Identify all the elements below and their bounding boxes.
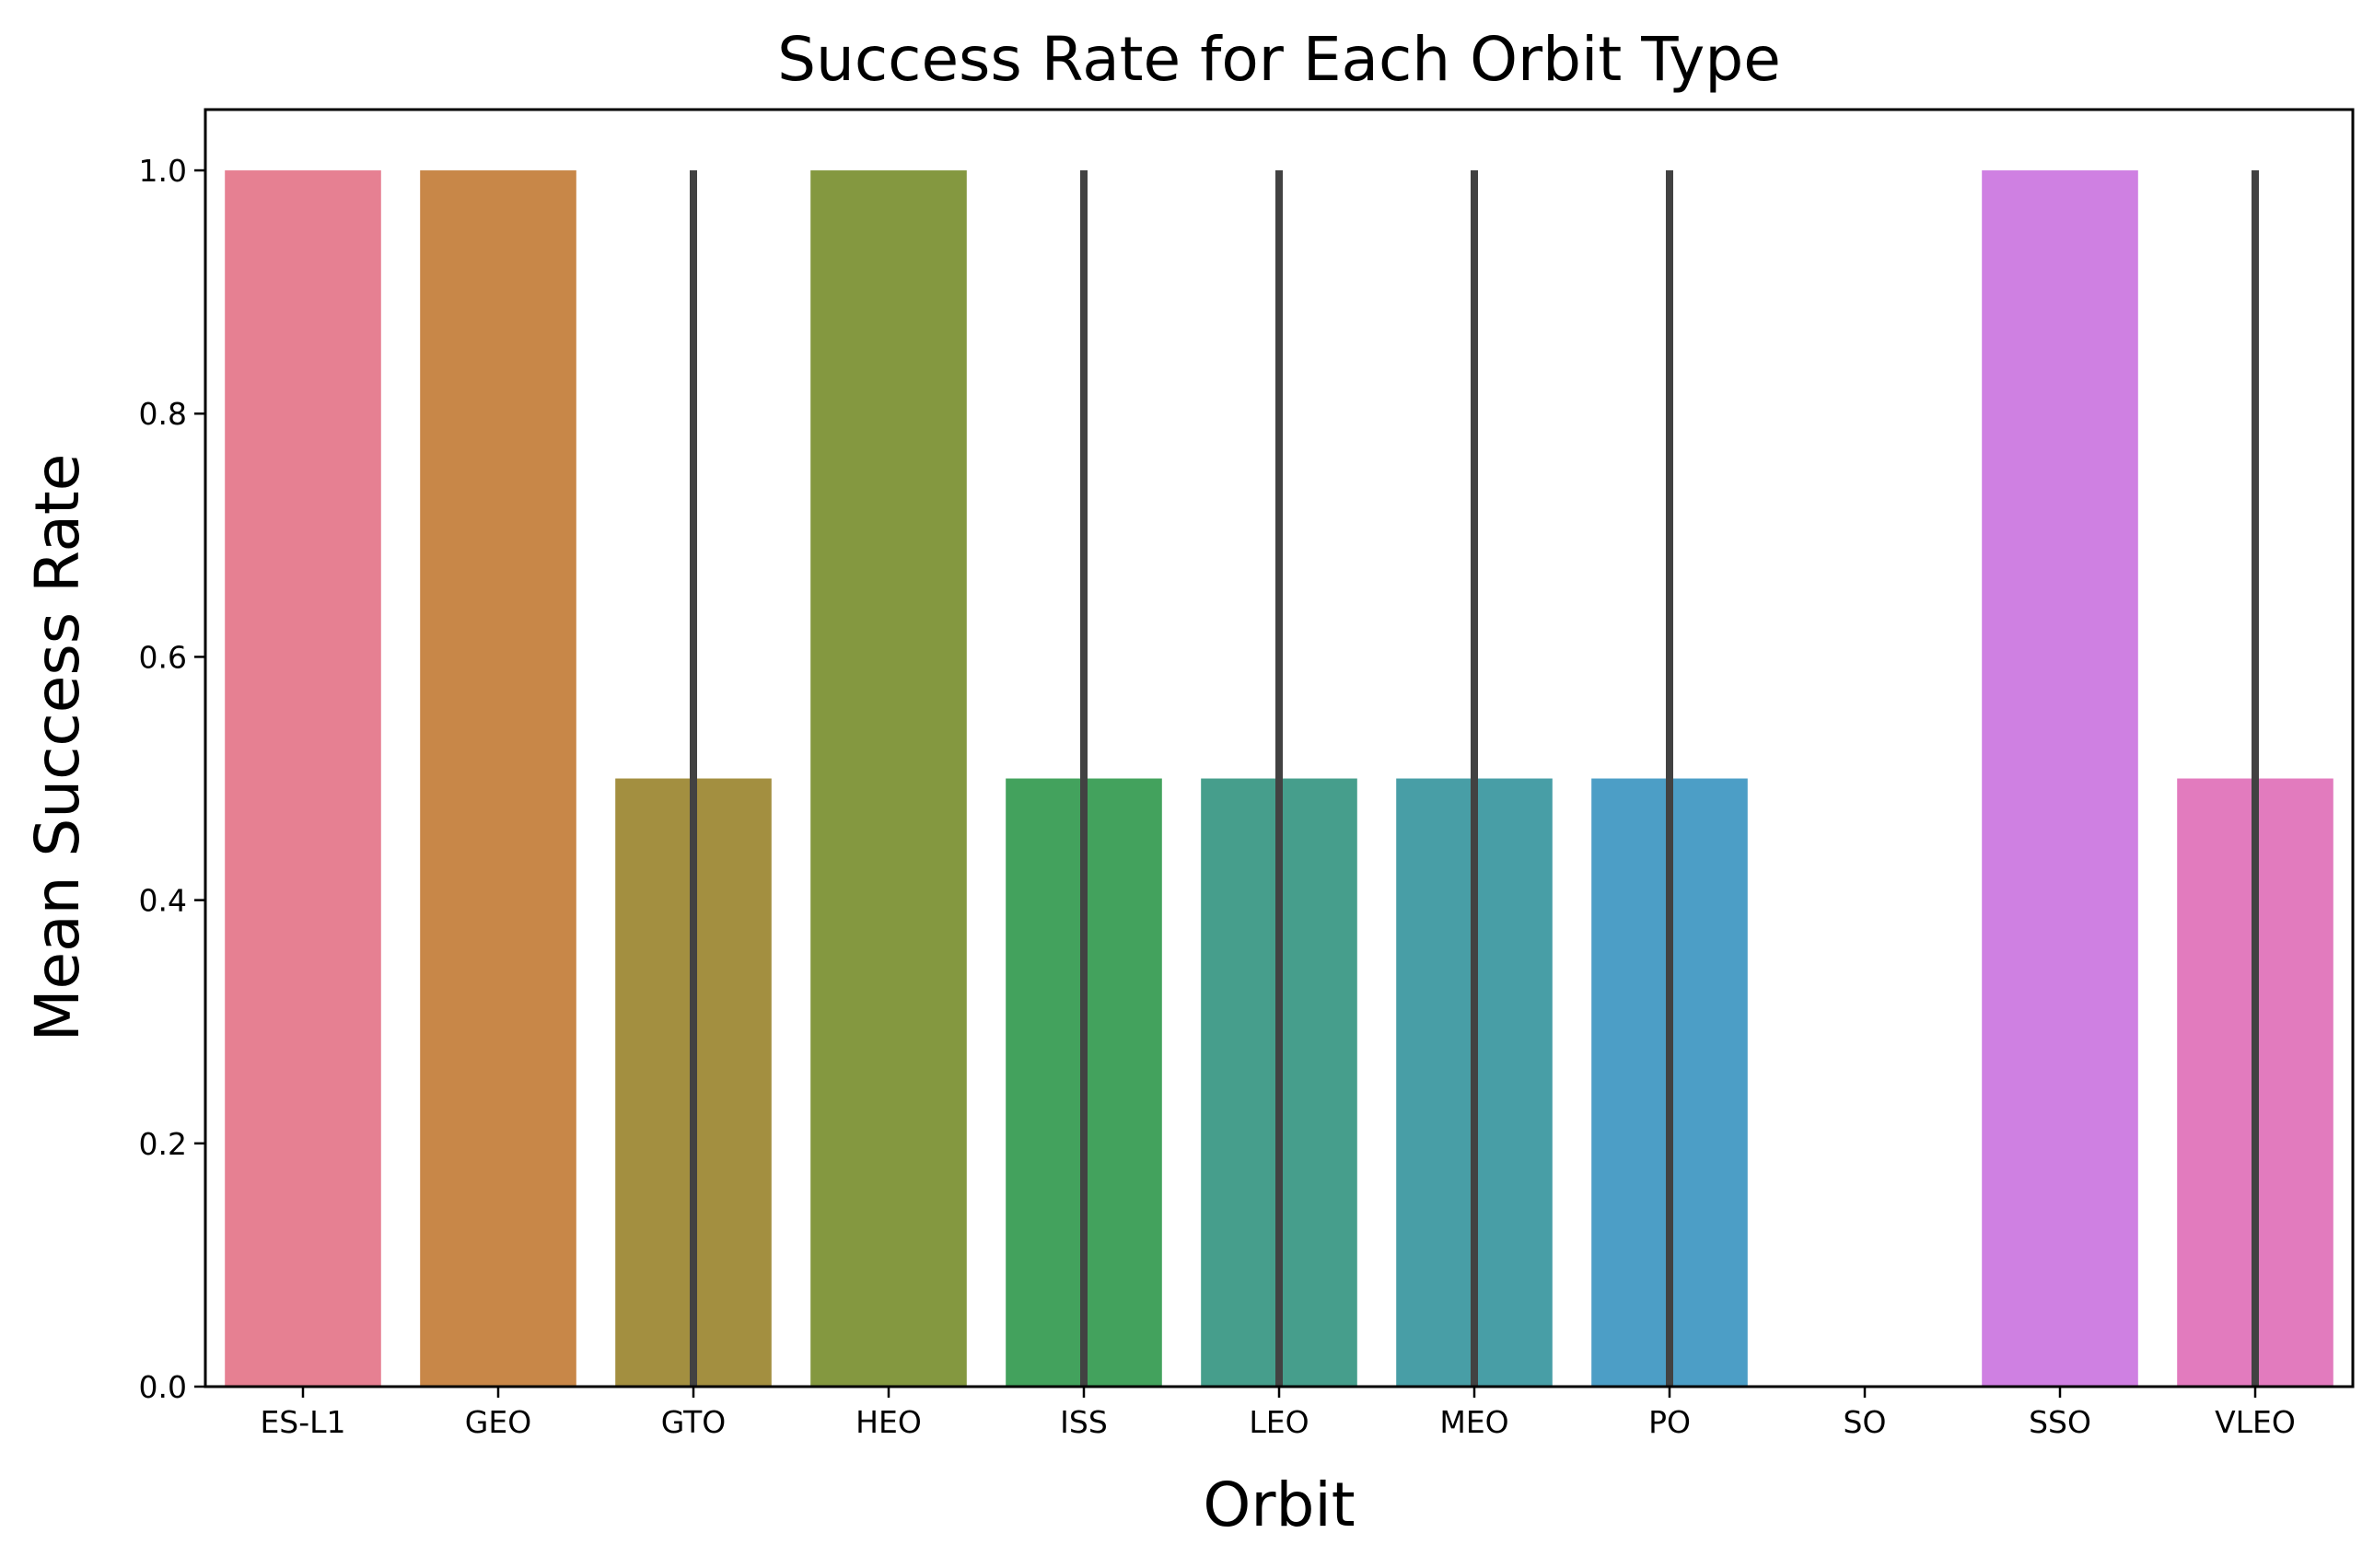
bar-es-l1: [225, 170, 381, 1387]
bar-heo: [810, 170, 967, 1387]
y-tick-label: 0.4: [139, 883, 187, 919]
x-tick-label: LEO: [1249, 1404, 1309, 1440]
x-axis: ES-L1 GEO GTO HEO ISS LEO MEO PO SO SSO VLEO: [260, 1387, 2296, 1440]
bar-geo: [420, 170, 576, 1387]
x-tick-label: ES-L1: [260, 1404, 345, 1440]
x-tick-label: GEO: [465, 1404, 531, 1440]
x-tick-label: SSO: [2029, 1404, 2091, 1440]
y-tick-label: 1.0: [139, 153, 187, 189]
chart-title: Success Rate for Each Orbit Type: [777, 24, 1781, 95]
y-axis-label: Mean Success Rate: [22, 454, 93, 1042]
y-tick-label: 0.2: [139, 1126, 187, 1162]
x-tick-label: MEO: [1439, 1404, 1508, 1440]
y-axis: 0.0 0.2 0.4 0.6 0.8 1.0: [139, 153, 205, 1405]
x-tick-label: SO: [1844, 1404, 1887, 1440]
x-tick-label: ISS: [1060, 1404, 1108, 1440]
x-tick-label: HEO: [855, 1404, 922, 1440]
y-tick-label: 0.8: [139, 396, 187, 432]
bar-sso: [1982, 170, 2138, 1387]
x-tick-label: VLEO: [2215, 1404, 2296, 1440]
x-axis-label: Orbit: [1203, 1469, 1355, 1540]
error-bars-layer: [690, 170, 2259, 1387]
x-tick-label: PO: [1648, 1404, 1691, 1440]
x-tick-label: GTO: [661, 1404, 727, 1440]
y-tick-label: 0.0: [139, 1369, 187, 1405]
y-tick-label: 0.6: [139, 639, 187, 675]
